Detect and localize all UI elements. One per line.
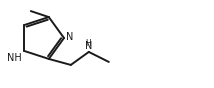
- Text: N: N: [66, 32, 73, 42]
- Text: H: H: [85, 39, 91, 48]
- Text: NH: NH: [7, 53, 22, 63]
- Text: N: N: [85, 41, 92, 51]
